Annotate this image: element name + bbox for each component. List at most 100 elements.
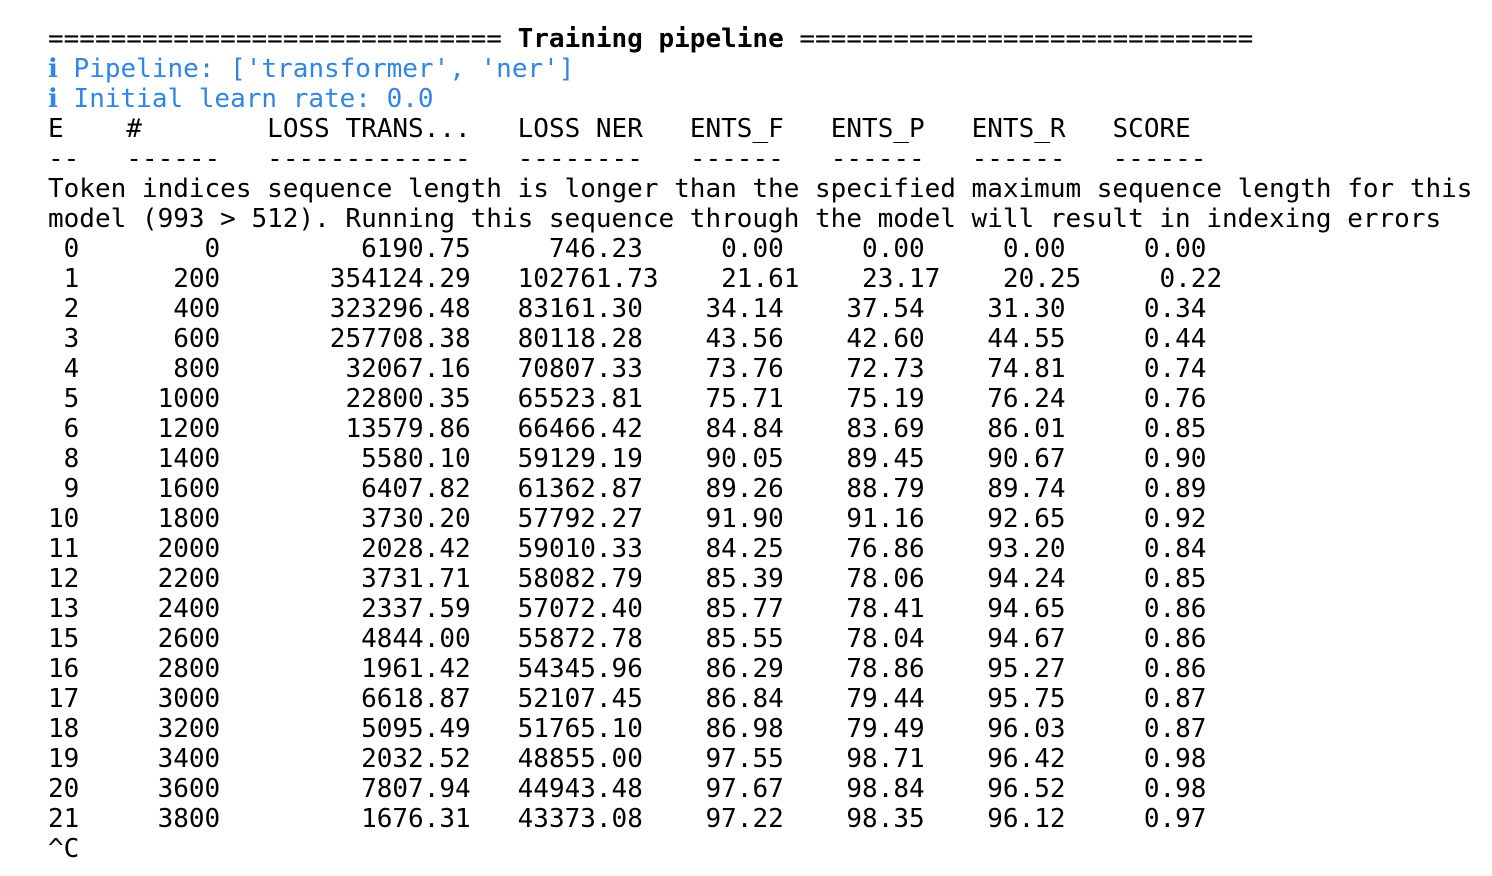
table-cell: 37.54 — [830, 294, 925, 324]
table-row: 1 200 354124.29 102761.73 21.61 23.17 20… — [48, 264, 1472, 294]
table-cell: 0.85 — [1112, 564, 1207, 594]
table-cell: 86.98 — [689, 714, 784, 744]
table-cell: 90.67 — [971, 444, 1066, 474]
table-cell: 0.97 — [1112, 804, 1207, 834]
warning-line-1: Token indices sequence length is longer … — [48, 174, 1473, 204]
table-row: 9 1600 6407.82 61362.87 89.26 88.79 89.7… — [48, 474, 1472, 504]
table-cell: 0.86 — [1112, 594, 1207, 624]
table-cell: 0.86 — [1112, 624, 1207, 654]
table-cell: 72.73 — [830, 354, 925, 384]
table-cell: 2 — [48, 294, 80, 324]
table-cell: 96.03 — [971, 714, 1066, 744]
table-cell: 1200 — [126, 414, 221, 444]
table-cell: 84.25 — [689, 534, 784, 564]
table-cell: 86.84 — [689, 684, 784, 714]
table-cell: 18 — [48, 714, 80, 744]
table-cell: 16 — [48, 654, 80, 684]
table-cell: 3200 — [126, 714, 221, 744]
table-cell: 0.89 — [1112, 474, 1207, 504]
table-cell: 93.20 — [971, 534, 1066, 564]
table-cell: 57792.27 — [517, 504, 643, 534]
table-cell: 75.71 — [689, 384, 784, 414]
table-cell: 4844.00 — [267, 624, 471, 654]
table-cell: 97.22 — [689, 804, 784, 834]
table-cell: 600 — [126, 324, 221, 354]
table-cell: 52107.45 — [517, 684, 643, 714]
table-cell: 3 — [48, 324, 80, 354]
table-cell: 34.14 — [689, 294, 784, 324]
table-cell: 2800 — [126, 654, 221, 684]
table-cell: 51765.10 — [517, 714, 643, 744]
interrupt-marker: ^C — [48, 834, 80, 864]
table-cell: 746.23 — [517, 234, 643, 264]
table-cell: 13579.86 — [267, 414, 471, 444]
table-cell: 6618.87 — [267, 684, 471, 714]
table-cell: 89.74 — [971, 474, 1066, 504]
table-row: 19 3400 2032.52 48855.00 97.55 98.71 96.… — [48, 744, 1472, 774]
table-cell: 0.76 — [1112, 384, 1207, 414]
table-cell: 0.92 — [1112, 504, 1207, 534]
table-cell: 0.00 — [1112, 234, 1207, 264]
table-row: 12 2200 3731.71 58082.79 85.39 78.06 94.… — [48, 564, 1472, 594]
table-row: 5 1000 22800.35 65523.81 75.71 75.19 76.… — [48, 384, 1472, 414]
table-cell: 85.55 — [689, 624, 784, 654]
table-cell: 257708.38 — [267, 324, 471, 354]
table-cell: 200 — [126, 264, 221, 294]
table-cell: 354124.29 — [267, 264, 471, 294]
table-cell: 0.34 — [1112, 294, 1207, 324]
table-cell: 55872.78 — [517, 624, 643, 654]
info-text: Initial learn rate: 0.0 — [73, 84, 434, 114]
table-cell: 97.55 — [689, 744, 784, 774]
table-cell: 78.04 — [830, 624, 925, 654]
table-cell: 2200 — [126, 564, 221, 594]
info-icon: ℹ — [48, 84, 58, 114]
table-cell: 86.29 — [689, 654, 784, 684]
column-separator: ------------- — [267, 144, 471, 174]
table-cell: 61362.87 — [517, 474, 643, 504]
table-cell: 98.84 — [830, 774, 925, 804]
table-cell: 91.90 — [689, 504, 784, 534]
table-row: 4 800 32067.16 70807.33 73.76 72.73 74.8… — [48, 354, 1472, 384]
table-cell: 5580.10 — [267, 444, 471, 474]
table-cell: 1800 — [126, 504, 221, 534]
column-header: ENTS_F — [689, 114, 784, 144]
table-row: 6 1200 13579.86 66466.42 84.84 83.69 86.… — [48, 414, 1472, 444]
table-cell: 1 — [48, 264, 80, 294]
table-cell: 3731.71 — [267, 564, 471, 594]
table-cell: 22800.35 — [267, 384, 471, 414]
table-cell: 0.44 — [1112, 324, 1207, 354]
table-cell: 0.87 — [1112, 684, 1207, 714]
table-cell: 6 — [48, 414, 80, 444]
column-separator: ------ — [830, 144, 925, 174]
table-cell: 32067.16 — [267, 354, 471, 384]
table-cell: 85.39 — [689, 564, 784, 594]
table-cell: 2337.59 — [267, 594, 471, 624]
table-cell: 2400 — [126, 594, 221, 624]
table-cell: 59129.19 — [517, 444, 643, 474]
table-row: 2 400 323296.48 83161.30 34.14 37.54 31.… — [48, 294, 1472, 324]
table-cell: 20 — [48, 774, 80, 804]
column-header: ENTS_R — [971, 114, 1066, 144]
table-cell: 79.49 — [830, 714, 925, 744]
table-row: 11 2000 2028.42 59010.33 84.25 76.86 93.… — [48, 534, 1472, 564]
table-cell: 4 — [48, 354, 80, 384]
table-cell: 76.86 — [830, 534, 925, 564]
column-separator: ------ — [126, 144, 221, 174]
table-cell: 11 — [48, 534, 80, 564]
table-row: 21 3800 1676.31 43373.08 97.22 98.35 96.… — [48, 804, 1472, 834]
table-cell: 1961.42 — [267, 654, 471, 684]
table-cell: 3800 — [126, 804, 221, 834]
table-row: 17 3000 6618.87 52107.45 86.84 79.44 95.… — [48, 684, 1472, 714]
table-cell: 1600 — [126, 474, 221, 504]
table-cell: 88.79 — [830, 474, 925, 504]
table-cell: 79.44 — [830, 684, 925, 714]
column-separator: ------ — [971, 144, 1066, 174]
table-cell: 66466.42 — [517, 414, 643, 444]
table-cell: 2000 — [126, 534, 221, 564]
table-cell: 94.65 — [971, 594, 1066, 624]
table-cell: 1000 — [126, 384, 221, 414]
info-text: Pipeline: ['transformer', 'ner'] — [73, 54, 575, 84]
table-row: 8 1400 5580.10 59129.19 90.05 89.45 90.6… — [48, 444, 1472, 474]
table-cell: 2032.52 — [267, 744, 471, 774]
table-cell: 3730.20 — [267, 504, 471, 534]
